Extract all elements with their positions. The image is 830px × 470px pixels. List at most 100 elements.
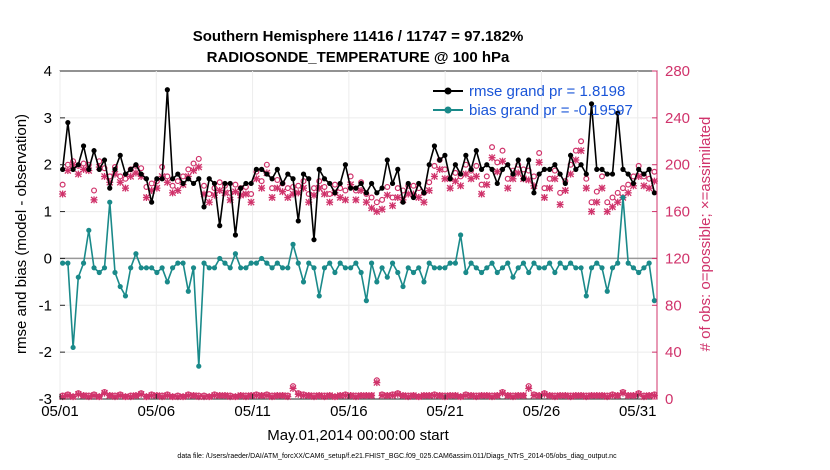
bias-point — [159, 265, 165, 271]
obs-assimilated-point — [499, 157, 507, 165]
obs-assimilated-low-point — [74, 390, 82, 398]
obs-assimilated-low-point — [352, 393, 360, 401]
rmse-point — [96, 166, 102, 172]
obs-assimilated-low-point — [80, 391, 88, 399]
bias-point — [175, 260, 181, 266]
bias-point — [604, 288, 610, 294]
y-tick-label-left: 2 — [44, 157, 52, 174]
obs-assimilated-point — [546, 184, 554, 192]
bias-point — [594, 260, 600, 266]
obs-assimilated-point — [90, 196, 98, 204]
obs-possible-point — [331, 181, 338, 188]
rmse-point — [620, 166, 626, 172]
obs-assimilated-low-point — [368, 391, 376, 399]
obs-assimilated-low-point — [336, 391, 344, 399]
bias-point — [259, 255, 265, 262]
obs-possible-point — [499, 147, 506, 154]
bias-point — [410, 269, 417, 276]
obs-assimilated-low-point — [483, 391, 491, 399]
bias-point — [567, 260, 574, 266]
bias-point — [80, 260, 87, 266]
obs-assimilated-low-point — [320, 393, 328, 401]
obs-assimilated-low-point — [142, 393, 150, 401]
bias-point — [285, 265, 291, 271]
bias-point — [478, 269, 485, 276]
obs-possible-point — [593, 188, 600, 195]
obs-assimilated-point — [247, 198, 255, 206]
obs-possible-point — [169, 182, 176, 189]
y-tick-label-right: 40 — [665, 344, 682, 361]
bias-point — [107, 199, 113, 205]
rmse-point — [279, 180, 286, 187]
obs-assimilated-point — [425, 186, 433, 194]
rmse-series — [60, 87, 657, 243]
bias-point — [180, 260, 186, 266]
rmse-point — [526, 157, 532, 163]
rmse-point — [327, 180, 333, 187]
rmse-point — [473, 148, 479, 154]
rmse-point — [269, 176, 275, 182]
rmse-point — [636, 166, 642, 172]
obs-assimilated-low-point — [158, 393, 166, 401]
obs-possible-point — [373, 199, 380, 206]
obs-assimilated-point — [284, 194, 292, 202]
legend-label-rmse: rmse grand pr = 1.8198 — [469, 83, 625, 100]
obs-assimilated-point — [310, 191, 318, 199]
rmse-point — [578, 162, 584, 168]
obs-assimilated-low-point — [561, 391, 569, 399]
rmse-point — [447, 176, 453, 182]
rmse-point — [442, 152, 448, 158]
obs-possible-point — [572, 147, 579, 154]
bias-point — [400, 283, 406, 290]
obs-possible-point — [190, 160, 197, 167]
obs-assimilated-point — [446, 184, 454, 192]
obs-assimilated-low-point — [603, 393, 611, 401]
obs-assimilated-low-point — [231, 393, 239, 401]
bias-point — [164, 279, 170, 285]
rmse-point — [625, 171, 631, 177]
bias-point — [332, 269, 338, 276]
rmse-point — [463, 152, 469, 158]
obs-assimilated-point — [472, 172, 480, 180]
y-tick-label-right: 200 — [665, 157, 690, 174]
obs-assimilated-low-point — [268, 393, 276, 401]
obs-assimilated-low-point — [425, 391, 433, 399]
obs-assimilated-point — [535, 158, 543, 166]
rmse-point — [295, 218, 301, 224]
bias-line — [62, 197, 656, 367]
rmse-point — [641, 171, 647, 177]
obs-assimilated-low-point — [347, 391, 355, 399]
rmse-point — [175, 171, 181, 177]
obs-assimilated-low-point — [310, 393, 318, 401]
obs-possible-point — [342, 187, 349, 194]
obs-assimilated-point — [577, 147, 585, 155]
rmse-point — [499, 166, 506, 172]
bias-point — [353, 260, 359, 266]
x-axis: 05/01 05/06 05/11 05/16 05/21 05/26 05/31 — [41, 394, 657, 420]
rmse-point — [630, 180, 637, 187]
bias-point — [573, 265, 579, 271]
obs-possible-point — [504, 175, 511, 182]
obs-possible-point — [274, 176, 281, 183]
bias-point — [363, 298, 369, 304]
x-tick-label: 05/26 — [523, 403, 561, 420]
obs-assimilated-low-point — [457, 393, 465, 401]
obs-assimilated-low-point — [430, 391, 438, 399]
bias-point — [60, 260, 66, 266]
rmse-point — [384, 157, 390, 163]
bias-point — [368, 260, 375, 266]
obs-assimilated-low-point — [551, 393, 559, 401]
y-tick-label-right: 280 — [665, 63, 690, 80]
rmse-point — [128, 166, 134, 172]
obs-assimilated-low-point — [525, 384, 533, 392]
y-tick-label-left: 3 — [44, 110, 52, 127]
rmse-point — [510, 171, 516, 177]
bias-point — [499, 265, 506, 271]
bias-point — [489, 260, 495, 266]
obs-assimilated-point — [127, 172, 135, 180]
obs-assimilated-low-point — [598, 391, 606, 399]
obs-assimilated-low-point — [116, 391, 124, 399]
obs-assimilated-point — [551, 175, 559, 183]
obs-possible-point — [201, 182, 208, 189]
obs-assimilated-low-point — [409, 391, 417, 399]
